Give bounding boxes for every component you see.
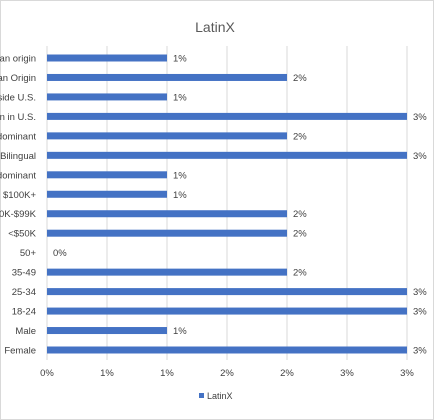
x-tick-label: 3% bbox=[340, 368, 354, 379]
bar bbox=[47, 132, 287, 140]
data-label: 1% bbox=[173, 92, 187, 103]
x-tick-label: 1% bbox=[160, 368, 174, 379]
bar bbox=[47, 151, 407, 159]
category-label: 50+ bbox=[20, 248, 37, 259]
x-tick-label: 1% bbox=[100, 368, 114, 379]
category-label: Bilingual bbox=[0, 151, 36, 162]
x-tick-label: 0% bbox=[40, 368, 54, 379]
category-label: Female bbox=[4, 346, 36, 357]
bar bbox=[47, 288, 407, 296]
data-label: 1% bbox=[173, 326, 187, 337]
bar bbox=[47, 112, 407, 120]
category-label: Born in U.S. bbox=[0, 112, 36, 123]
bar bbox=[47, 229, 287, 237]
bar bbox=[47, 307, 407, 315]
data-label: 3% bbox=[413, 346, 427, 357]
data-label: 2% bbox=[293, 229, 307, 240]
bar bbox=[47, 93, 167, 101]
legend: LatinX bbox=[199, 391, 233, 401]
category-label: $50K-$99K bbox=[0, 209, 37, 220]
legend-swatch bbox=[199, 393, 204, 398]
category-labels: Female Male 18-24 25-34 35-49 50+ <$50K $50K-$9… bbox=[0, 54, 37, 357]
data-label: 3% bbox=[413, 112, 427, 123]
bar bbox=[47, 327, 167, 335]
category-label: Male bbox=[15, 326, 36, 337]
data-label: 2% bbox=[293, 131, 307, 142]
category-label: English dominant bbox=[0, 170, 36, 181]
x-tick-label: 3% bbox=[400, 368, 414, 379]
x-tick-label: 2% bbox=[220, 368, 234, 379]
bar bbox=[47, 190, 167, 198]
data-label: 0% bbox=[53, 248, 67, 259]
category-label: $100K+ bbox=[3, 190, 36, 201]
data-label: 3% bbox=[413, 287, 427, 298]
data-label: 2% bbox=[293, 268, 307, 279]
data-label: 2% bbox=[293, 73, 307, 84]
category-label: Born outside U.S. bbox=[0, 92, 36, 103]
bar bbox=[47, 54, 167, 62]
data-label: 1% bbox=[173, 190, 187, 201]
category-label: 18-24 bbox=[12, 307, 36, 318]
category-label: Spanish dominant bbox=[0, 131, 36, 142]
legend-label: LatinX bbox=[207, 391, 233, 401]
category-label: Non-Mexican origin bbox=[0, 54, 36, 65]
data-label: 3% bbox=[413, 307, 427, 318]
x-axis-tick-labels: 0% 1% 1% 2% 2% 3% 3% bbox=[40, 368, 414, 379]
bar bbox=[47, 73, 287, 81]
category-label: 25-34 bbox=[12, 287, 36, 298]
data-labels: 3% 1% 3% 3% 2% 0% 2% 2% 1% 1% 3% 2% 3% 1% 2% 1% bbox=[53, 54, 427, 357]
bars bbox=[47, 54, 407, 354]
bar bbox=[47, 346, 407, 354]
category-label: 35-49 bbox=[12, 268, 36, 279]
data-label: 3% bbox=[413, 151, 427, 162]
bar bbox=[47, 210, 287, 218]
x-tick-label: 2% bbox=[280, 368, 294, 379]
category-label: Mexican Origin bbox=[0, 73, 36, 84]
data-label: 1% bbox=[173, 170, 187, 181]
bar bbox=[47, 171, 167, 179]
chart-title: LatinX bbox=[195, 19, 235, 35]
category-label: <$50K bbox=[8, 229, 36, 240]
data-label: 2% bbox=[293, 209, 307, 220]
data-label: 1% bbox=[173, 54, 187, 65]
bar bbox=[47, 268, 287, 276]
